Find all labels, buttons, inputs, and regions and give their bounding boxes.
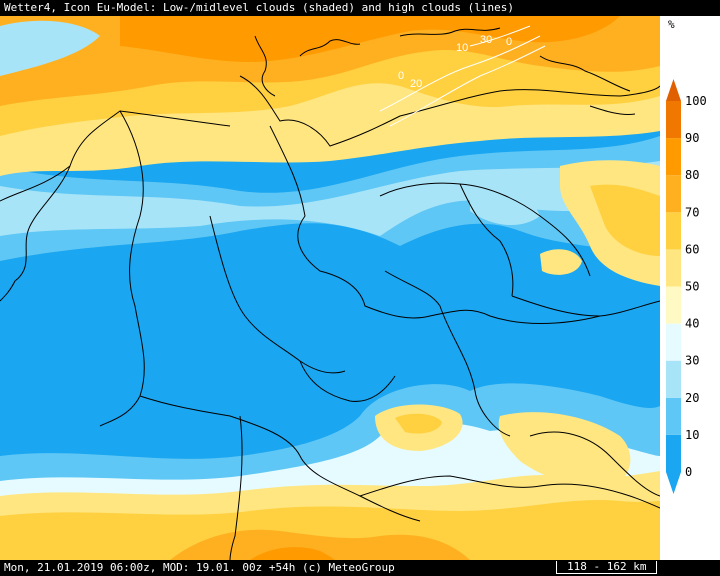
cloud-spot-south-central-gold: [395, 413, 442, 434]
contour-label: 10: [456, 42, 468, 54]
grid-resolution: 118 - 162 km: [556, 561, 658, 574]
contour-label: 30: [480, 34, 492, 46]
cloud-band-orange-south: [170, 529, 470, 560]
cloud-band-light-north: [0, 136, 660, 261]
country-borders: [0, 75, 660, 560]
legend-swatch-min: [666, 472, 681, 494]
legend-tick-label: 10: [685, 428, 699, 442]
legend-tick-label: 80: [685, 168, 699, 182]
cloud-area-southeast: [498, 412, 631, 491]
legend-unit: %: [668, 18, 675, 31]
legend-swatch: [666, 175, 681, 213]
legend-swatch: [666, 434, 681, 472]
legend-tick-label: 30: [685, 354, 699, 368]
cloud-streak-central-east: [470, 187, 540, 226]
contour-label: 0: [506, 36, 512, 48]
legend-tick-label: 70: [685, 205, 699, 219]
legend-tick-label: 100: [685, 94, 707, 108]
legend-tick-label: 50: [685, 280, 699, 294]
high-cloud-contours: [379, 25, 546, 127]
legend-swatch: [666, 138, 681, 176]
footer-bar: Mon, 21.01.2019 06:00z, MOD: 19.01. 00z …: [0, 560, 720, 576]
high-cloud-labels: 30 0 10 0 20: [398, 34, 512, 90]
legend-scale: 0 10 20 30 40 50 60 70 80 90 100: [666, 79, 707, 494]
legend-tick-label: 60: [685, 242, 699, 256]
legend-swatch: [666, 323, 681, 361]
cloud-spot-south-deep: [250, 547, 335, 560]
legend-swatch: [666, 397, 681, 435]
cloud-band-gold-south: [0, 499, 660, 560]
cloud-spot-central-east: [540, 249, 582, 275]
cloud-band-deep-orange-north: [120, 16, 620, 63]
legend-tick-label: 90: [685, 131, 699, 145]
cloud-area-east-gold: [590, 184, 660, 256]
cloud-cover-map: 30 0 10 0 20: [0, 16, 660, 560]
legend-swatch: [666, 212, 681, 250]
legend-swatch: [666, 249, 681, 287]
legend-swatch: [666, 360, 681, 398]
contour-label: 0: [398, 70, 404, 82]
legend-tick-label: 40: [685, 317, 699, 331]
coastlines: [254, 27, 636, 115]
legend-tick-label: 0: [685, 465, 692, 479]
run-info: Mon, 21.01.2019 06:00z, MOD: 19.01. 00z …: [4, 561, 395, 574]
color-legend: 0 10 20 30 40 50 60 70 80 90 100: [660, 16, 720, 560]
legend-swatch: [666, 286, 681, 324]
cloud-band-pale-north: [0, 161, 660, 236]
contour-label: 20: [410, 78, 422, 90]
map-title: Wetter4, Icon Eu-Model: Low-/midlevel cl…: [0, 0, 720, 16]
legend-swatch-max: [666, 79, 681, 101]
legend-tick-label: 20: [685, 391, 699, 405]
cloud-band-pale-nw: [0, 20, 100, 76]
legend-swatch: [666, 101, 681, 139]
